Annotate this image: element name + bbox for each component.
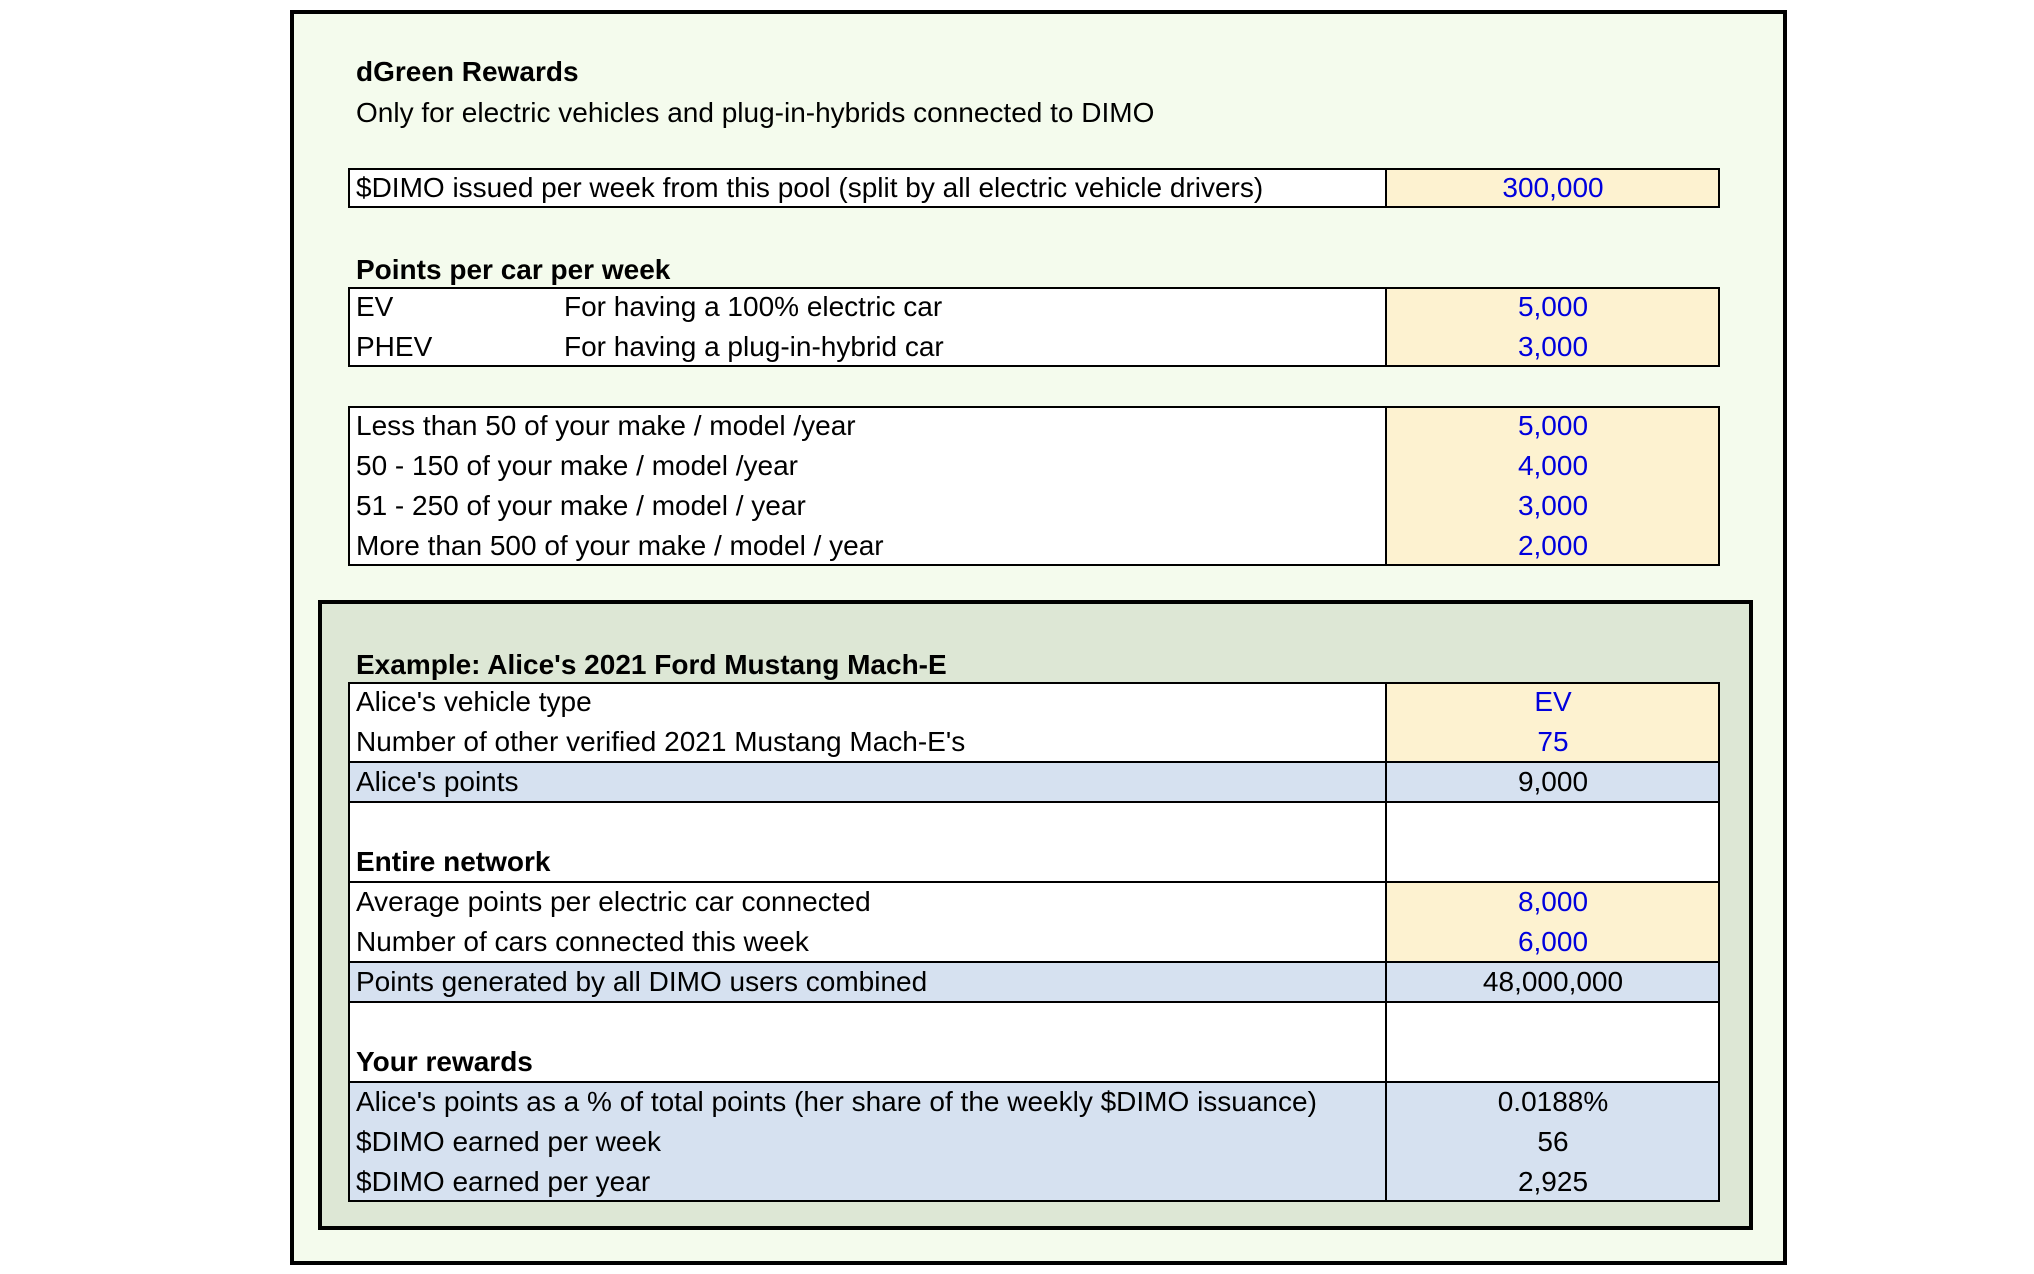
pool-row: $DIMO issued per week from this pool (sp… xyxy=(348,168,1720,208)
alice-points-value: 9,000 xyxy=(1386,762,1720,802)
avg-points-value[interactable]: 8,000 xyxy=(1386,882,1720,922)
rarity-value[interactable]: 2,000 xyxy=(1386,526,1720,566)
cars-connected-label: Number of cars connected this week xyxy=(348,922,1386,962)
page-subtitle: Only for electric vehicles and plug-in-h… xyxy=(356,97,1155,128)
cars-connected-value[interactable]: 6,000 xyxy=(1386,922,1720,962)
table-row: Points generated by all DIMO users combi… xyxy=(348,962,1720,1002)
total-points-label: Points generated by all DIMO users combi… xyxy=(348,962,1386,1002)
table-row: $DIMO earned per year 2,925 xyxy=(348,1162,1720,1202)
table-row: Number of cars connected this week 6,000 xyxy=(348,922,1720,962)
alice-points-label: Alice's points xyxy=(348,762,1386,802)
total-points-value: 48,000,000 xyxy=(1386,962,1720,1002)
network-heading: Entire network xyxy=(348,802,1386,882)
page-title: dGreen Rewards xyxy=(356,56,579,87)
table-row: $DIMO earned per week 56 xyxy=(348,1122,1720,1162)
rarity-value[interactable]: 3,000 xyxy=(1386,486,1720,526)
rarity-label: Less than 50 of your make / model /year xyxy=(348,406,1386,446)
vehicle-type-value[interactable]: EV xyxy=(1386,682,1720,722)
pool-value[interactable]: 300,000 xyxy=(1386,168,1720,208)
others-label: Number of other verified 2021 Mustang Ma… xyxy=(348,722,1386,762)
rarity-value[interactable]: 5,000 xyxy=(1386,406,1720,446)
table-row: EV For having a 100% electric car 5,000 xyxy=(348,287,1720,327)
table-row: Alice's points 9,000 xyxy=(348,762,1720,802)
dimo-year-label: $DIMO earned per year xyxy=(348,1162,1386,1202)
share-value: 0.0188% xyxy=(1386,1082,1720,1122)
vehicle-code: EV xyxy=(356,291,394,322)
rarity-label: 50 - 150 of your make / model /year xyxy=(348,446,1386,486)
rewards-heading-row: Your rewards xyxy=(348,1002,1720,1082)
dimo-year-value: 2,925 xyxy=(1386,1162,1720,1202)
avg-points-label: Average points per electric car connecte… xyxy=(348,882,1386,922)
points-heading: Points per car per week xyxy=(356,254,671,285)
vehicle-desc: For having a 100% electric car xyxy=(564,291,943,322)
share-label: Alice's points as a % of total points (h… xyxy=(348,1082,1386,1122)
vehicle-type-label: Alice's vehicle type xyxy=(348,682,1386,722)
rarity-label: 51 - 250 of your make / model / year xyxy=(348,486,1386,526)
rarity-label: More than 500 of your make / model / yea… xyxy=(348,526,1386,566)
table-row: Alice's vehicle type EV xyxy=(348,682,1720,722)
others-value[interactable]: 75 xyxy=(1386,722,1720,762)
vehicle-code: PHEV xyxy=(356,331,433,362)
rewards-heading: Your rewards xyxy=(348,1002,1386,1082)
pool-label: $DIMO issued per week from this pool (sp… xyxy=(348,168,1386,208)
rarity-value[interactable]: 4,000 xyxy=(1386,446,1720,486)
table-row: Average points per electric car connecte… xyxy=(348,882,1720,922)
table-row: 51 - 250 of your make / model / year 3,0… xyxy=(348,486,1720,526)
dimo-week-label: $DIMO earned per week xyxy=(348,1122,1386,1162)
table-row: Number of other verified 2021 Mustang Ma… xyxy=(348,722,1720,762)
table-row: 50 - 150 of your make / model /year 4,00… xyxy=(348,446,1720,486)
vehicle-desc: For having a plug-in-hybrid car xyxy=(564,331,944,362)
network-heading-row: Entire network xyxy=(348,802,1720,882)
dimo-week-value: 56 xyxy=(1386,1122,1720,1162)
points-value[interactable]: 5,000 xyxy=(1386,287,1720,327)
example-heading: Example: Alice's 2021 Ford Mustang Mach-… xyxy=(356,649,947,680)
table-row: More than 500 of your make / model / yea… xyxy=(348,526,1720,566)
points-value[interactable]: 3,000 xyxy=(1386,327,1720,367)
table-row: PHEV For having a plug-in-hybrid car 3,0… xyxy=(348,327,1720,367)
table-row: Less than 50 of your make / model /year … xyxy=(348,406,1720,446)
table-row: Alice's points as a % of total points (h… xyxy=(348,1082,1720,1122)
